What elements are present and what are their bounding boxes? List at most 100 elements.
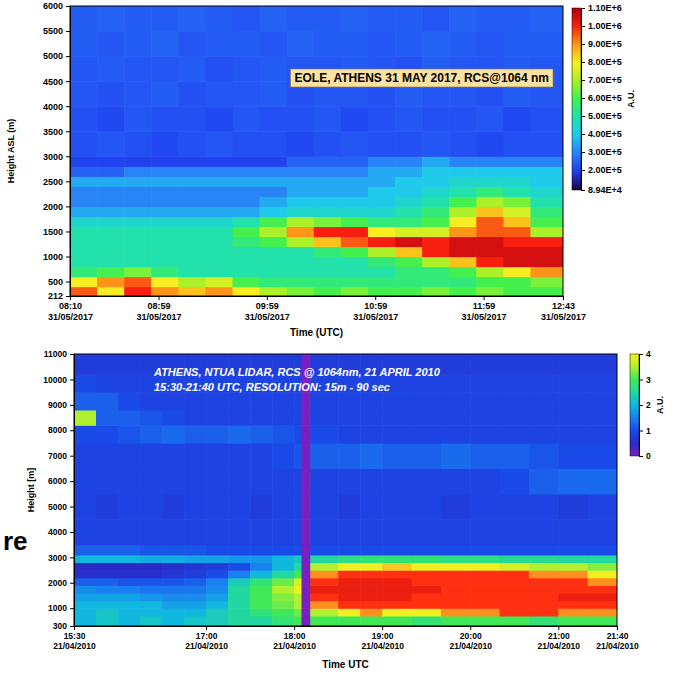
- cell: [184, 593, 207, 601]
- cell: [233, 56, 261, 82]
- cell: [529, 374, 559, 392]
- cell: [449, 166, 477, 177]
- tick-label: 8.00E+5: [588, 57, 622, 67]
- tick: 8.94E+4: [581, 185, 622, 195]
- cell: [228, 601, 251, 609]
- cell: [588, 519, 617, 545]
- tick-label: 1500: [43, 227, 63, 237]
- cell: [250, 616, 273, 626]
- cell: [287, 216, 315, 227]
- cell: [449, 287, 477, 296]
- cell: [382, 468, 412, 494]
- cell: [287, 6, 315, 32]
- colorbar-axis: 01234: [639, 349, 651, 461]
- cell: [250, 519, 273, 545]
- tick-mark: [639, 380, 643, 381]
- cell: [441, 562, 471, 570]
- cell: [314, 186, 342, 197]
- cell: [588, 545, 617, 556]
- cell: [441, 570, 471, 578]
- cell: [250, 555, 273, 563]
- cell: [287, 106, 315, 132]
- tick: 1.10E+6: [581, 3, 622, 13]
- cell: [558, 354, 588, 375]
- cell: [70, 31, 98, 57]
- cell: [310, 443, 338, 469]
- cell: [124, 206, 152, 217]
- cell: [74, 578, 97, 586]
- cell: [206, 585, 229, 593]
- cell: [272, 443, 295, 469]
- cell: [206, 562, 229, 570]
- cell: [74, 562, 97, 570]
- cell: [341, 131, 369, 157]
- cell: [162, 608, 185, 616]
- cell: [228, 519, 251, 545]
- cell: [588, 443, 617, 469]
- cell: [360, 392, 383, 410]
- cell: [310, 494, 338, 520]
- tick-label: 08:1031/05/2017: [48, 301, 93, 321]
- cell: [96, 494, 119, 520]
- cell: [151, 166, 179, 177]
- tick-label: 3: [646, 375, 651, 385]
- cell: [205, 246, 233, 257]
- cell: [530, 246, 563, 257]
- cell: [118, 494, 141, 520]
- cell: [250, 601, 273, 609]
- cell: [140, 392, 163, 410]
- cell: [70, 176, 98, 187]
- cell: [422, 216, 450, 227]
- cell: [96, 562, 119, 570]
- cell: [503, 257, 531, 268]
- cell: [206, 468, 229, 494]
- cell: [250, 494, 273, 520]
- tick: 5000: [43, 51, 70, 61]
- cell: [558, 608, 588, 616]
- axis-line: [75, 627, 618, 631]
- cell: [476, 216, 504, 227]
- cell: [140, 443, 163, 469]
- cell: [70, 196, 98, 207]
- cell: [151, 106, 179, 132]
- cell: [503, 287, 531, 296]
- cell: [97, 287, 125, 296]
- y-axis: 2125001000150020002500300035004000450050…: [43, 1, 71, 301]
- tick-mark: [639, 431, 643, 432]
- cell: [233, 236, 261, 247]
- colorbar-axis: 8.94E+42.00E+53.00E+54.00E+55.00E+56.00E…: [581, 3, 622, 195]
- cell: [382, 585, 412, 593]
- cell: [124, 216, 152, 227]
- cell: [206, 601, 229, 609]
- tick-mark: [66, 131, 70, 132]
- cell: [151, 236, 179, 247]
- cell: [470, 608, 500, 616]
- cell: [206, 578, 229, 586]
- cell: [360, 494, 383, 520]
- cell: [558, 519, 588, 545]
- cell: [368, 277, 396, 288]
- cell: [272, 519, 295, 545]
- cell: [124, 246, 152, 257]
- cell: [74, 468, 97, 494]
- cell: [228, 545, 251, 556]
- tick: 2000: [43, 202, 70, 212]
- cell: [287, 186, 315, 197]
- cell: [449, 186, 477, 197]
- cell: [260, 31, 288, 57]
- cell: [503, 31, 531, 57]
- cell: [530, 156, 563, 167]
- cell: [206, 425, 229, 443]
- cell: [206, 443, 229, 469]
- cell: [124, 267, 152, 278]
- cell: [287, 267, 315, 278]
- cell: [441, 555, 471, 563]
- cell: [96, 545, 119, 556]
- cell: [314, 176, 342, 187]
- cell: [341, 166, 369, 177]
- cell: [314, 206, 342, 217]
- cell: [338, 616, 361, 626]
- tick-label: 6.00E+5: [588, 93, 622, 103]
- cell: [124, 196, 152, 207]
- cell: [395, 206, 423, 217]
